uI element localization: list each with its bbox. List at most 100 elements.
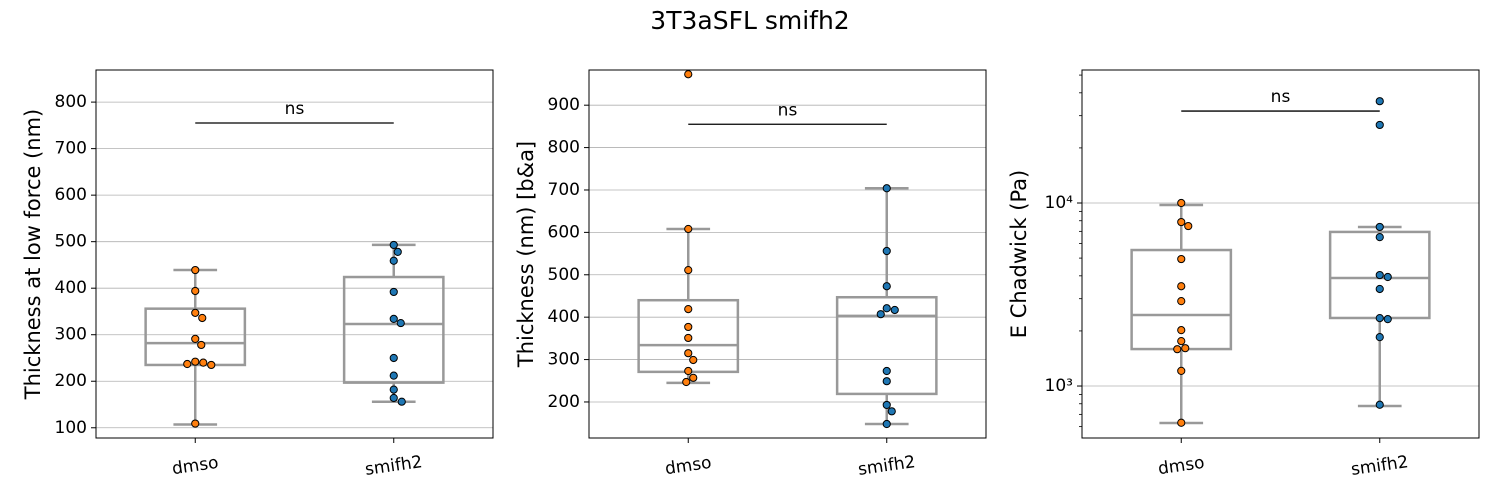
plot-frame [588, 69, 987, 439]
data-point [396, 318, 405, 328]
significance-label: ns [778, 100, 798, 120]
x-tick-label: smifh2 [1350, 452, 1410, 480]
y-tick-label: 500 [55, 232, 87, 252]
data-point [882, 377, 891, 386]
data-point [1177, 282, 1186, 291]
data-point [1383, 272, 1392, 282]
data-point [191, 286, 200, 296]
data-point [389, 240, 398, 250]
data-point [191, 265, 200, 275]
data-point [1177, 326, 1186, 335]
data-point [1375, 222, 1384, 232]
data-point [1177, 217, 1186, 227]
data-point [389, 353, 398, 363]
data-point [389, 393, 398, 403]
y-tick-label: 100 [55, 418, 87, 438]
data-point [1375, 270, 1384, 280]
box [835, 295, 938, 396]
data-point [1375, 97, 1384, 106]
data-point [684, 70, 693, 79]
y-axis-label: E Chadwick (Pa) [1007, 170, 1031, 338]
plot-frame [95, 69, 494, 439]
y-axis-label: Thickness (nm) [b&a] [514, 141, 538, 368]
data-point [1383, 315, 1392, 324]
data-point [882, 246, 891, 256]
data-point [684, 266, 693, 275]
data-point [389, 314, 398, 324]
y-tick-label: 700 [55, 139, 87, 159]
y-tick-label: 600 [548, 222, 580, 242]
x-tick-label: smifh2 [364, 452, 424, 480]
data-point [183, 359, 192, 369]
significance-label: ns [285, 99, 305, 119]
data-point [887, 407, 896, 416]
x-tick-label: smifh2 [857, 452, 917, 480]
x-tick-label: dmso [171, 453, 220, 479]
y-tick-label: 10³ [1045, 376, 1073, 396]
data-point [1177, 336, 1186, 346]
y-axis-label: Thickness at low force (nm) [21, 109, 45, 400]
data-point [1181, 344, 1190, 353]
data-point [198, 313, 207, 323]
data-point [389, 287, 398, 297]
data-point [684, 333, 693, 343]
data-point [191, 419, 200, 428]
data-point [1177, 254, 1186, 264]
data-point [882, 400, 891, 410]
x-tick-label: dmso [1157, 453, 1206, 479]
y-tick-label: 400 [548, 307, 580, 327]
data-point [1375, 233, 1384, 242]
data-point [191, 308, 200, 317]
data-point [1177, 366, 1186, 375]
data-point [393, 247, 402, 257]
data-point [882, 304, 891, 313]
data-point [882, 282, 891, 291]
significance-label: ns [1271, 87, 1291, 107]
data-point [890, 305, 899, 315]
data-point [389, 371, 398, 380]
data-point [1375, 333, 1384, 342]
data-point [1177, 297, 1186, 306]
data-point [1173, 345, 1182, 354]
data-point [1177, 198, 1186, 208]
y-tick-label: 400 [55, 278, 87, 298]
data-point [1177, 418, 1186, 427]
data-point [389, 385, 398, 394]
data-point [191, 334, 200, 344]
data-point [689, 373, 698, 382]
data-point [1375, 120, 1384, 130]
y-tick-label: 800 [548, 138, 580, 158]
data-point [682, 377, 691, 387]
box [342, 275, 445, 384]
data-point [684, 305, 693, 314]
x-tick-label: dmso [664, 453, 713, 479]
data-point [876, 310, 885, 319]
plot-frame [1081, 69, 1480, 439]
data-point [389, 256, 398, 265]
y-tick-label: 300 [55, 325, 87, 345]
data-point [397, 397, 406, 406]
data-point [882, 419, 891, 429]
data-point [684, 366, 693, 376]
data-point [882, 184, 891, 193]
data-point [1375, 400, 1384, 409]
y-tick-label: 300 [548, 350, 580, 370]
y-tick-label: 700 [548, 180, 580, 200]
y-tick-label: 200 [55, 371, 87, 391]
data-point [689, 355, 698, 365]
y-tick-label: 600 [55, 185, 87, 205]
data-point [197, 340, 206, 350]
data-point [684, 349, 693, 358]
data-point [1184, 221, 1193, 231]
y-tick-label: 200 [548, 392, 580, 412]
figure-title: 3T3aSFL smifh2 [650, 6, 849, 35]
data-point [882, 366, 891, 376]
data-point [199, 358, 208, 367]
y-tick-label: 800 [55, 92, 87, 112]
data-point [684, 224, 693, 234]
data-point [191, 357, 200, 366]
data-point [1375, 284, 1384, 294]
y-tick-label: 500 [548, 265, 580, 285]
data-point [684, 322, 693, 332]
